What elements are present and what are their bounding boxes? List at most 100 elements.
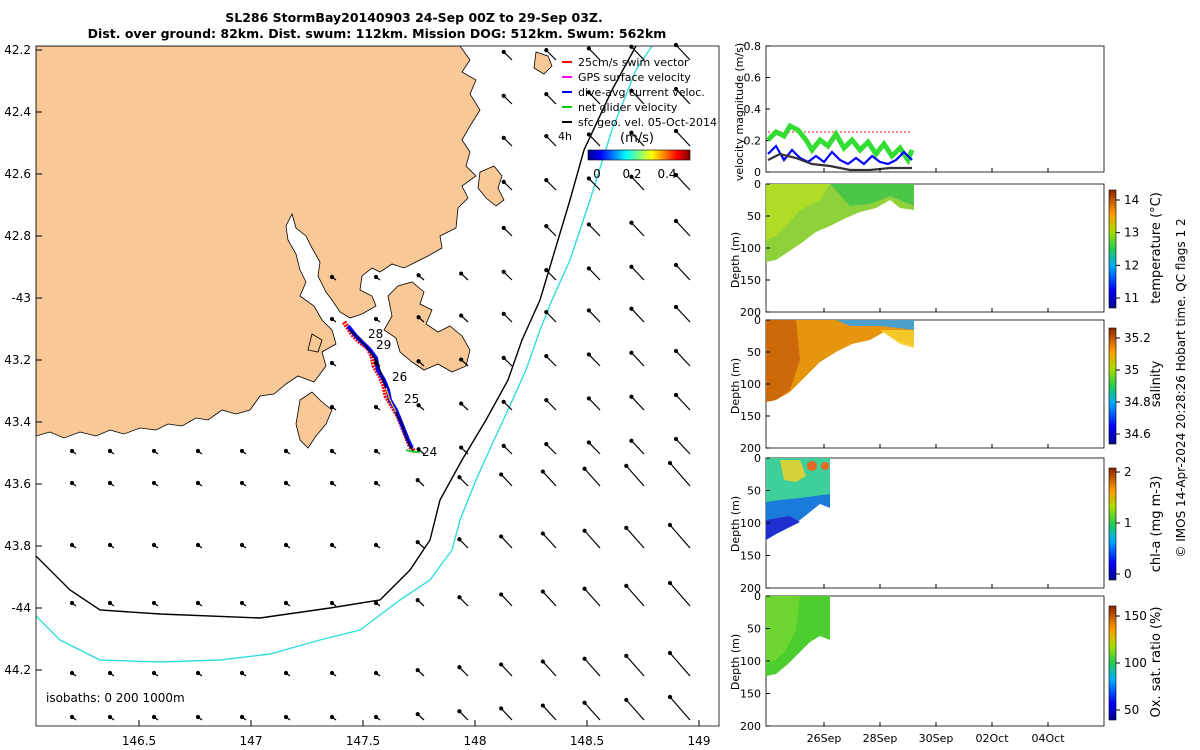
geo-arrow-head bbox=[373, 360, 379, 366]
geo-arrow-head bbox=[69, 714, 75, 720]
geo-arrow bbox=[545, 311, 557, 323]
depth-tick-label: 200 bbox=[740, 306, 761, 319]
geo-arrow-head bbox=[624, 525, 629, 530]
time-tick-label: 04Oct bbox=[1031, 732, 1065, 745]
temperature-section-green bbox=[830, 184, 914, 206]
geo-arrow-head bbox=[69, 670, 75, 676]
geo-arrow-head bbox=[195, 714, 201, 720]
geo-arrow-head bbox=[586, 132, 591, 137]
salinity-colorbar bbox=[1108, 327, 1117, 445]
land-forestier bbox=[383, 281, 471, 373]
depth-tick-label: 200 bbox=[740, 720, 761, 733]
geo-arrow-head bbox=[544, 48, 549, 53]
colorbar-tick-label: 12 bbox=[1124, 258, 1139, 272]
map-ytick-label: 42.8 bbox=[4, 229, 31, 243]
geo-arrow bbox=[675, 220, 691, 237]
geo-arrow-head bbox=[673, 128, 679, 134]
geo-arrow bbox=[584, 702, 601, 721]
geo-arrow-head bbox=[629, 394, 634, 399]
geo-arrow bbox=[625, 465, 645, 487]
depth-tick-label: 50 bbox=[747, 210, 761, 223]
colorbar-tick-label: 1 bbox=[1124, 516, 1132, 530]
geo-arrow-head bbox=[629, 264, 634, 269]
dive-avg-current-series bbox=[767, 144, 913, 166]
colorbar-tick-label: 34.8 bbox=[1124, 395, 1151, 409]
geo-arrow-head bbox=[415, 668, 420, 673]
colorbar-tick-label: 150 bbox=[1124, 609, 1147, 623]
geo-arrow bbox=[675, 306, 691, 323]
geo-arrow-head bbox=[329, 542, 335, 548]
velocity-ylabel: velocity magnitude (m/s) bbox=[733, 43, 746, 181]
geo-arrow bbox=[542, 471, 557, 487]
geo-arrow bbox=[630, 352, 645, 367]
map-panel: 28 29 26 25 24 25cm/s swim vector GPS sur… bbox=[4, 42, 720, 748]
geo-arrow-head bbox=[373, 316, 379, 322]
geo-arrow-head bbox=[69, 542, 75, 548]
chla-colorbar bbox=[1108, 467, 1117, 581]
geo-arrow-head bbox=[373, 404, 379, 410]
geo-arrow-head bbox=[283, 542, 289, 548]
depth-tick-label: 100 bbox=[740, 378, 761, 391]
day-label-24: 24 bbox=[422, 445, 437, 459]
legend-label: GPS surface velocity bbox=[578, 71, 691, 84]
geo-arrow bbox=[545, 135, 557, 147]
geo-arrow bbox=[625, 527, 645, 549]
geo-arrow bbox=[675, 264, 691, 281]
geo-arrow-head bbox=[373, 542, 379, 548]
geo-arrow-head bbox=[329, 714, 335, 720]
geo-arrow-head bbox=[416, 447, 421, 452]
geo-arrow-head bbox=[195, 480, 201, 486]
day-label-29: 29 bbox=[376, 338, 391, 352]
geo-arrow bbox=[630, 46, 645, 61]
geo-arrow bbox=[500, 664, 513, 677]
colorbar-4h-label: 4h bbox=[558, 130, 572, 143]
time-tick-label: 28Sep bbox=[863, 732, 898, 745]
chla-ylabel: Depth (m) bbox=[729, 496, 742, 552]
geo-arrow-head bbox=[544, 178, 549, 183]
geo-arrow-head bbox=[107, 480, 113, 486]
land-tasmania bbox=[36, 46, 481, 439]
geo-arrow-head bbox=[329, 404, 335, 410]
geo-arrow bbox=[675, 394, 691, 411]
geo-arrow-head bbox=[373, 274, 379, 280]
chla-peak-2 bbox=[821, 462, 829, 470]
depth-tick-label: 50 bbox=[747, 346, 761, 359]
geo-arrow-head bbox=[629, 174, 634, 179]
map-ytick-label: 44.2 bbox=[4, 663, 31, 677]
map-ytick-label: 43.8 bbox=[4, 539, 31, 553]
land-tasman-peninsula bbox=[295, 391, 333, 449]
time-tick-label: 30Sep bbox=[919, 732, 954, 745]
geo-arrow bbox=[588, 178, 601, 191]
geo-arrow bbox=[630, 176, 645, 191]
geo-arrow-head bbox=[624, 463, 629, 468]
geo-arrow-head bbox=[501, 49, 506, 54]
geo-arrow-head bbox=[629, 130, 634, 135]
geo-arrow-head bbox=[373, 600, 379, 606]
depth-tick-label: 100 bbox=[740, 655, 761, 668]
geo-arrow-head bbox=[151, 448, 157, 454]
geo-arrow bbox=[545, 225, 557, 237]
geo-arrow bbox=[542, 533, 557, 549]
geo-arrow-head bbox=[629, 306, 634, 311]
geo-arrow-head bbox=[629, 438, 634, 443]
geo-arrow bbox=[500, 536, 513, 549]
colorbar-tick-2: 0.4 bbox=[657, 167, 676, 181]
geo-arrow-head bbox=[544, 134, 549, 139]
geo-arrow-head bbox=[586, 222, 591, 227]
chla-section-high bbox=[780, 460, 806, 482]
depth-tick-label: 0 bbox=[754, 590, 761, 603]
geo-arrow-head bbox=[329, 480, 335, 486]
geo-arrow bbox=[588, 268, 601, 281]
geo-arrow bbox=[500, 474, 513, 487]
geo-arrow-head bbox=[501, 225, 506, 230]
geo-velocity-arrows bbox=[69, 42, 691, 721]
geo-arrow-head bbox=[69, 448, 75, 454]
geo-arrow-head bbox=[459, 401, 464, 406]
chla-panel: 0 50 100 150 200 2 1 0 Depth (m) chl-a (mg m-3) bbox=[729, 452, 1164, 595]
velocity-tick-label: 0.8 bbox=[744, 40, 762, 53]
geo-arrow-head bbox=[195, 542, 201, 548]
geo-arrow-head bbox=[540, 703, 545, 708]
geo-arrow-head bbox=[673, 262, 679, 268]
velocity-tick-label: 0.2 bbox=[744, 135, 762, 148]
geo-arrow-head bbox=[459, 445, 464, 450]
